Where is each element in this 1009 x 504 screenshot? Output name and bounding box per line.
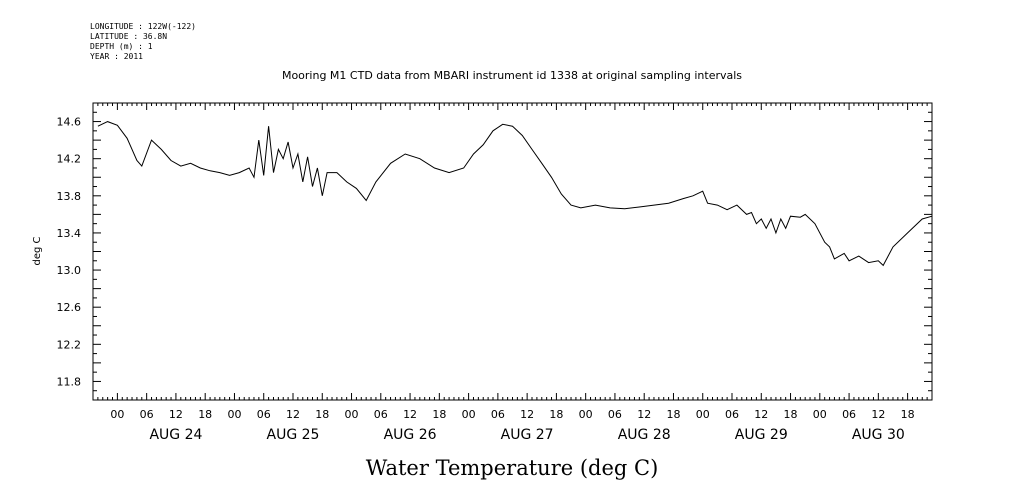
x-hour-label: 06 bbox=[257, 408, 271, 421]
x-hour-label: 06 bbox=[491, 408, 505, 421]
x-hour-label: 12 bbox=[637, 408, 651, 421]
x-day-label: AUG 26 bbox=[384, 427, 437, 443]
y-tick-label: 13.8 bbox=[57, 190, 82, 203]
y-tick-label: 14.2 bbox=[57, 153, 82, 166]
x-hour-label: 18 bbox=[784, 408, 798, 421]
x-hour-label: 00 bbox=[813, 408, 827, 421]
y-tick-label: 12.2 bbox=[57, 338, 82, 351]
x-hour-label: 06 bbox=[374, 408, 388, 421]
tick-labels: 00 06 12 18 00 06 12 18 00 06 12 18 00 06 12 18 00 06 12 18… bbox=[57, 116, 915, 443]
x-hour-label: 06 bbox=[842, 408, 856, 421]
y-tick-label: 12.6 bbox=[57, 301, 82, 314]
x-day-label: AUG 29 bbox=[735, 427, 788, 443]
x-hour-label: 00 bbox=[227, 408, 241, 421]
y-axis-label: deg C bbox=[32, 236, 43, 265]
x-hour-label: 12 bbox=[520, 408, 534, 421]
x-hour-label: 00 bbox=[110, 408, 124, 421]
x-hour-label: 18 bbox=[432, 408, 446, 421]
y-tick-label: 11.8 bbox=[57, 375, 82, 388]
x-day-label: AUG 24 bbox=[149, 427, 202, 443]
longitude-label: LONGITUDE : 122W(-122) bbox=[90, 22, 196, 31]
year-label: YEAR : 2011 bbox=[90, 52, 143, 61]
x-hour-label: 18 bbox=[666, 408, 680, 421]
x-hour-label: 12 bbox=[286, 408, 300, 421]
temperature-series-line bbox=[97, 121, 933, 267]
chart-title: Mooring M1 CTD data from MBARI instrumen… bbox=[282, 69, 742, 82]
y-tick-label: 13.4 bbox=[57, 227, 82, 240]
x-day-label: AUG 30 bbox=[852, 427, 905, 443]
x-hour-label: 06 bbox=[725, 408, 739, 421]
x-hour-label: 12 bbox=[754, 408, 768, 421]
y-tick-label: 13.0 bbox=[57, 264, 82, 277]
y-tick-label: 14.6 bbox=[57, 116, 82, 129]
x-day-label: AUG 28 bbox=[618, 427, 671, 443]
x-axis-label: Water Temperature (deg C) bbox=[366, 456, 659, 480]
x-hour-label: 18 bbox=[901, 408, 915, 421]
x-hour-label: 12 bbox=[871, 408, 885, 421]
x-hour-label: 12 bbox=[169, 408, 183, 421]
x-day-label: AUG 25 bbox=[267, 427, 320, 443]
x-day-label: AUG 27 bbox=[501, 427, 554, 443]
plot-frame bbox=[92, 102, 933, 401]
x-hour-label: 00 bbox=[462, 408, 476, 421]
latitude-label: LATITUDE : 36.8N bbox=[90, 32, 168, 41]
x-hour-label: 18 bbox=[549, 408, 563, 421]
x-hour-label: 00 bbox=[345, 408, 359, 421]
axes bbox=[92, 102, 933, 401]
x-hour-label: 18 bbox=[198, 408, 212, 421]
x-hour-label: 18 bbox=[315, 408, 329, 421]
x-hour-label: 00 bbox=[579, 408, 593, 421]
x-hour-label: 06 bbox=[140, 408, 154, 421]
x-hour-label: 00 bbox=[696, 408, 710, 421]
depth-label: DEPTH (m) : 1 bbox=[90, 42, 153, 51]
x-hour-label: 12 bbox=[403, 408, 417, 421]
x-hour-label: 06 bbox=[608, 408, 622, 421]
